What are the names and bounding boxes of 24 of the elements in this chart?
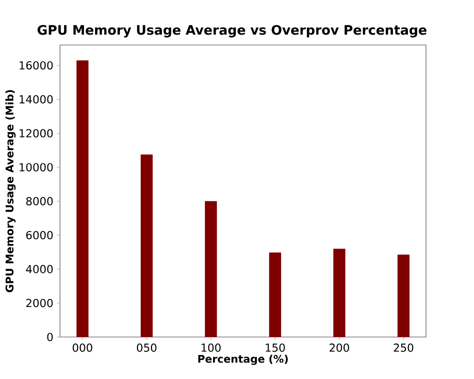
x-tick-label: 150 bbox=[266, 344, 285, 352]
chart-title: GPU Memory Usage Average vs Overprov Percentage bbox=[38, 25, 426, 38]
bar bbox=[269, 252, 282, 337]
bar bbox=[204, 201, 217, 337]
y-axis-title: GPU Memory Usage Average (Mib) bbox=[5, 90, 16, 292]
bar bbox=[398, 254, 410, 337]
y-tick-label: 4000 bbox=[26, 264, 53, 274]
y-tick-label: 12000 bbox=[20, 129, 53, 138]
y-tick-label: 0 bbox=[47, 332, 53, 342]
bar bbox=[140, 154, 153, 337]
bar bbox=[333, 248, 346, 337]
x-tick-label: 100 bbox=[202, 344, 221, 352]
y-tick-label: 16000 bbox=[20, 61, 53, 70]
x-tick-label: 050 bbox=[136, 344, 156, 352]
bar bbox=[76, 60, 88, 337]
y-tick-label: 14000 bbox=[20, 95, 53, 104]
x-tick-label: 000 bbox=[72, 344, 92, 352]
x-tick-label: 200 bbox=[330, 344, 350, 352]
y-tick-label: 8000 bbox=[26, 197, 53, 206]
y-tick-label: 6000 bbox=[26, 230, 53, 240]
y-tick-label: 10000 bbox=[20, 163, 53, 172]
y-tick-label: 2000 bbox=[26, 298, 53, 308]
x-tick-label: 250 bbox=[394, 344, 414, 352]
x-axis-title: Percentage (%) bbox=[198, 354, 288, 365]
